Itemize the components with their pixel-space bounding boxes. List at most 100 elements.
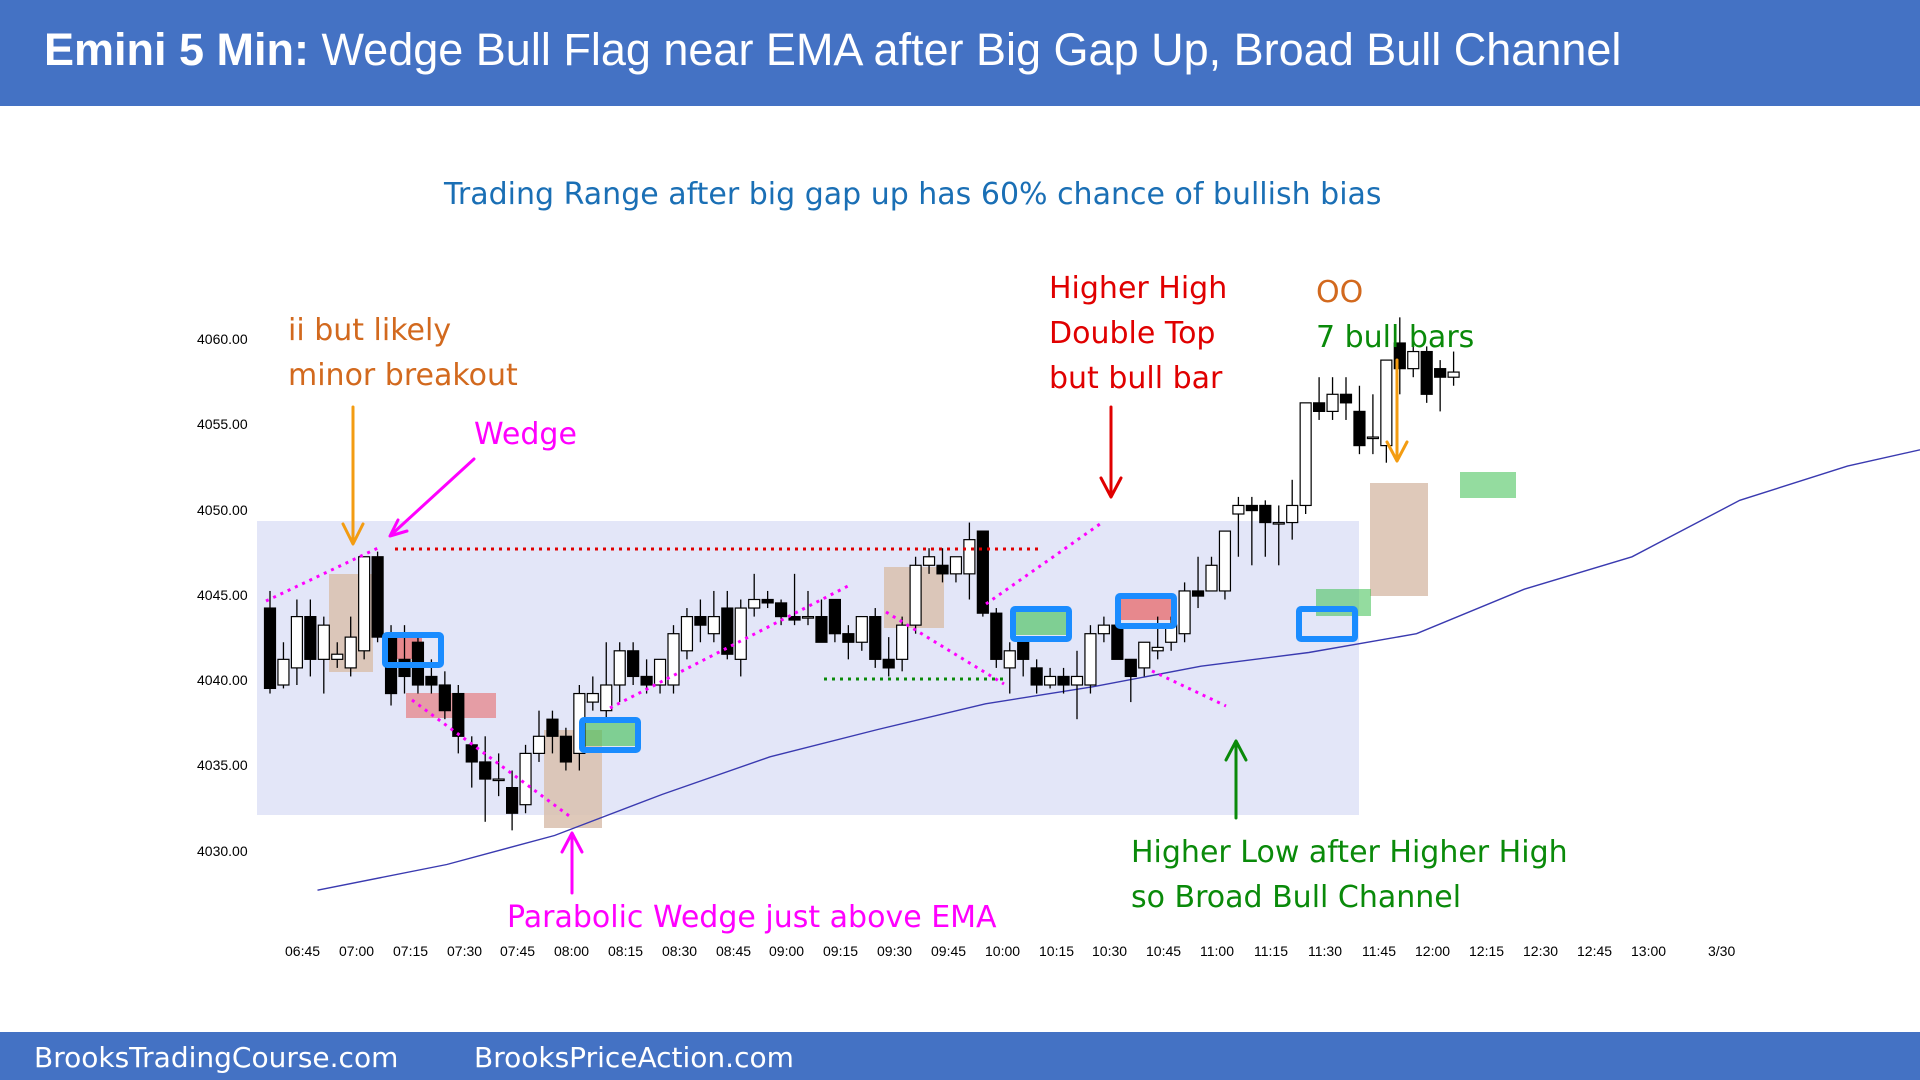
candle <box>1138 641 1151 677</box>
bear-candle-body <box>828 598 842 635</box>
sell-signal-frame <box>382 632 444 668</box>
bear-candle-body <box>761 598 774 604</box>
candle <box>506 770 519 831</box>
ii-annotation-2: minor breakout <box>288 358 518 393</box>
candle <box>1380 359 1393 463</box>
annotations: Trading Range after big gap up has 60% c… <box>288 177 1568 935</box>
red-arrow-down <box>1099 405 1123 499</box>
buy-signal-frame <box>579 717 641 753</box>
bull-candle-body <box>277 658 290 686</box>
candle <box>882 637 895 677</box>
bull-candle-body <box>519 752 532 806</box>
bear-candle-body <box>425 675 438 686</box>
candle <box>1178 582 1191 643</box>
x-tick: 11:30 <box>1308 943 1342 959</box>
candle <box>277 642 290 689</box>
y-tick: 4030.00 <box>197 843 248 859</box>
arrows <box>341 358 1409 895</box>
candle <box>1003 642 1016 694</box>
y-axis: 4060.00 4055.00 4050.00 4045.00 4040.00 … <box>197 331 248 859</box>
candle <box>1299 402 1312 514</box>
bear-candle-body <box>990 612 1003 660</box>
candle <box>358 556 371 660</box>
candle <box>519 744 532 814</box>
y-tick: 4055.00 <box>197 416 248 432</box>
y-tick: 4050.00 <box>197 502 248 518</box>
candle <box>1353 385 1366 455</box>
bull-candle-body <box>1299 402 1312 507</box>
candle <box>842 625 855 660</box>
bear-candle-body <box>1339 393 1353 404</box>
candle <box>1272 505 1285 566</box>
x-axis: 06:45 07:00 07:15 07:30 07:45 08:00 08:1… <box>285 943 1735 959</box>
x-tick: 09:15 <box>823 943 858 959</box>
bear-candle-body <box>465 744 478 763</box>
candle <box>788 573 801 626</box>
bull-candle-body <box>1380 359 1393 447</box>
title-rest: Wedge Bull Flag near EMA after Big Gap U… <box>309 24 1622 75</box>
bull-candle-body <box>1407 350 1420 370</box>
y-tick: 4040.00 <box>197 672 248 688</box>
bear-candle-body <box>788 615 801 621</box>
bull-candle-body <box>1178 590 1191 635</box>
bear-candle-body <box>479 761 492 780</box>
x-tick: 11:00 <box>1200 943 1234 959</box>
candle <box>896 616 909 672</box>
candle <box>936 548 949 583</box>
y-tick: 4035.00 <box>197 757 248 773</box>
candle <box>949 556 963 583</box>
bear-candle-body <box>1030 667 1043 686</box>
bull-candle-body <box>909 564 922 626</box>
candle <box>600 642 613 720</box>
candle <box>1030 659 1043 694</box>
bear-candle-body <box>1124 658 1137 678</box>
candle <box>559 727 573 771</box>
bull-candle-body <box>1232 504 1245 515</box>
buy-signal-box-2 <box>1016 612 1068 635</box>
magenta-arrow-up <box>560 831 584 895</box>
bull-candle-body <box>1151 646 1164 652</box>
candle <box>1286 479 1299 540</box>
candle <box>734 599 747 677</box>
bull-candle-body <box>653 658 667 686</box>
signal-frames <box>382 593 1358 753</box>
bull-candle-body <box>1043 675 1057 686</box>
bull-bars-annotation: 7 bull bars <box>1316 320 1474 355</box>
buy-signal-frame-3 <box>1296 606 1358 642</box>
candle <box>667 625 680 694</box>
bull-candle-body <box>613 650 626 686</box>
x-tick: 12:30 <box>1523 943 1558 959</box>
bull-candle-body <box>1003 650 1016 669</box>
higher-low-line <box>1151 669 1227 708</box>
candle <box>1339 377 1353 420</box>
wedge-annotation: Wedge <box>474 417 577 452</box>
candle <box>263 590 277 694</box>
candle <box>1097 616 1111 643</box>
bear-candle-body <box>1420 350 1433 395</box>
candle <box>1312 377 1326 420</box>
candle <box>1407 343 1420 378</box>
top-annotation: Trading Range after big gap up has 60% c… <box>443 177 1382 212</box>
bear-candle-body <box>1111 624 1124 660</box>
candle <box>1259 500 1272 557</box>
bull-candle-body <box>1447 371 1460 378</box>
magenta-arrow-wedge <box>388 457 476 538</box>
footer-link-right[interactable]: BrooksPriceAction.com <box>474 1041 794 1074</box>
bull-candle-body <box>748 598 761 609</box>
candle <box>452 685 465 754</box>
bull-candle-body <box>896 624 909 660</box>
footer-link-left[interactable]: BrooksTradingCourse.com <box>34 1041 399 1074</box>
x-tick: 08:00 <box>554 943 589 959</box>
x-tick: 09:45 <box>931 943 966 959</box>
candle <box>304 599 317 677</box>
candle <box>680 608 694 660</box>
bear-candle-body <box>452 692 465 737</box>
bear-candle-body <box>1259 504 1272 524</box>
bear-candle-body <box>263 607 277 690</box>
bull-channel-line <box>609 583 851 710</box>
x-tick: 11:45 <box>1362 943 1396 959</box>
candle <box>438 671 451 720</box>
bull-candle-body <box>532 735 546 754</box>
bull-candle-body <box>855 615 868 643</box>
bull-bar-highlight <box>1460 472 1516 498</box>
